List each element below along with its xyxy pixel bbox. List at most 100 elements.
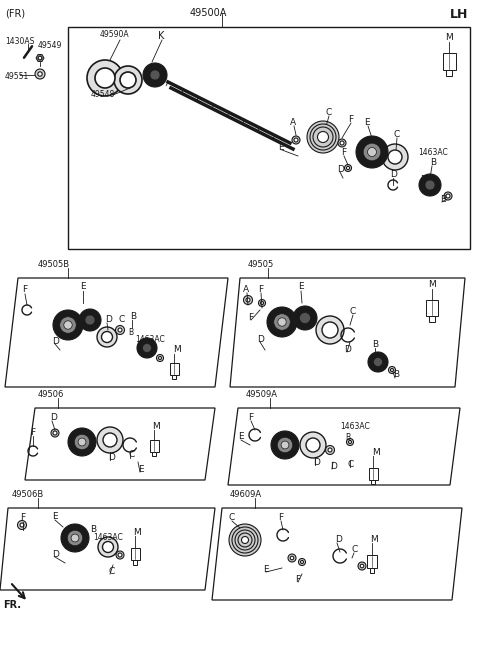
Text: M: M <box>152 422 160 431</box>
Text: E: E <box>364 118 370 127</box>
Text: F: F <box>258 285 263 294</box>
Bar <box>149 440 158 451</box>
Text: D: D <box>52 550 59 559</box>
Text: K: K <box>158 31 164 41</box>
Circle shape <box>260 301 264 305</box>
Text: M: M <box>370 535 378 544</box>
Circle shape <box>143 344 152 352</box>
Bar <box>446 70 452 76</box>
Text: B: B <box>90 525 96 534</box>
Text: D: D <box>420 175 427 184</box>
Circle shape <box>116 326 124 334</box>
Text: D: D <box>52 337 59 346</box>
Circle shape <box>103 433 117 447</box>
Circle shape <box>388 150 402 164</box>
Text: M: M <box>173 345 181 354</box>
Circle shape <box>35 69 45 79</box>
Text: F: F <box>22 285 27 294</box>
Text: D: D <box>257 335 264 344</box>
Circle shape <box>238 533 252 547</box>
Text: C: C <box>352 545 358 554</box>
Text: 49506: 49506 <box>38 390 64 399</box>
Circle shape <box>118 328 122 332</box>
Circle shape <box>61 524 89 552</box>
Circle shape <box>345 164 351 171</box>
Text: D: D <box>344 345 351 354</box>
Text: 49509A: 49509A <box>246 390 278 399</box>
Text: 1463AC: 1463AC <box>135 335 165 344</box>
Text: F: F <box>248 313 253 322</box>
Text: 1463AC: 1463AC <box>340 422 370 431</box>
Text: D: D <box>105 315 112 324</box>
Text: D: D <box>313 458 320 467</box>
Text: B: B <box>440 195 446 204</box>
Circle shape <box>64 321 72 329</box>
Circle shape <box>114 66 142 94</box>
Circle shape <box>85 315 95 325</box>
Text: M: M <box>445 33 453 42</box>
Text: C: C <box>326 108 332 117</box>
Circle shape <box>300 432 326 458</box>
Circle shape <box>71 534 79 542</box>
Circle shape <box>68 428 96 456</box>
Circle shape <box>419 174 441 196</box>
Circle shape <box>116 551 124 559</box>
Circle shape <box>38 71 42 76</box>
Circle shape <box>277 438 293 453</box>
Circle shape <box>241 536 249 544</box>
Circle shape <box>328 448 332 452</box>
Circle shape <box>137 338 157 358</box>
Text: B: B <box>430 158 436 167</box>
Text: FR.: FR. <box>3 600 21 610</box>
Text: 49549: 49549 <box>38 41 62 50</box>
Text: C: C <box>350 307 356 316</box>
Text: 49506B: 49506B <box>12 490 44 499</box>
Circle shape <box>103 542 113 553</box>
Circle shape <box>120 72 136 88</box>
Circle shape <box>281 441 289 449</box>
Circle shape <box>322 322 338 338</box>
Circle shape <box>98 537 118 557</box>
Circle shape <box>240 534 251 545</box>
Circle shape <box>360 564 364 568</box>
Circle shape <box>53 431 57 435</box>
Circle shape <box>382 144 408 170</box>
Text: E: E <box>238 432 244 441</box>
Bar <box>131 548 140 560</box>
Circle shape <box>347 166 349 169</box>
Circle shape <box>78 438 86 446</box>
Circle shape <box>315 130 331 144</box>
Circle shape <box>316 316 344 344</box>
Text: 49505: 49505 <box>248 260 274 269</box>
Circle shape <box>290 556 294 560</box>
Circle shape <box>97 327 117 347</box>
Circle shape <box>53 310 83 340</box>
Circle shape <box>143 63 167 87</box>
Circle shape <box>313 127 333 147</box>
Circle shape <box>444 192 452 200</box>
Bar <box>133 560 137 565</box>
Bar <box>169 363 179 375</box>
Text: E: E <box>278 143 284 152</box>
Circle shape <box>38 56 42 60</box>
Circle shape <box>340 141 344 145</box>
Text: C: C <box>128 450 134 459</box>
Text: C: C <box>118 315 124 324</box>
Circle shape <box>74 434 90 449</box>
Text: C: C <box>394 130 400 139</box>
Text: F: F <box>278 513 283 522</box>
Circle shape <box>288 554 296 562</box>
Text: D: D <box>337 165 344 174</box>
Bar <box>426 300 438 316</box>
Text: D: D <box>108 453 115 462</box>
Circle shape <box>373 357 383 367</box>
Circle shape <box>292 136 300 144</box>
Text: M: M <box>133 528 141 537</box>
Circle shape <box>67 530 83 545</box>
Circle shape <box>20 523 24 527</box>
Text: F: F <box>248 413 253 422</box>
Circle shape <box>294 138 298 142</box>
Circle shape <box>118 553 122 557</box>
Circle shape <box>300 561 303 563</box>
Circle shape <box>60 316 76 333</box>
